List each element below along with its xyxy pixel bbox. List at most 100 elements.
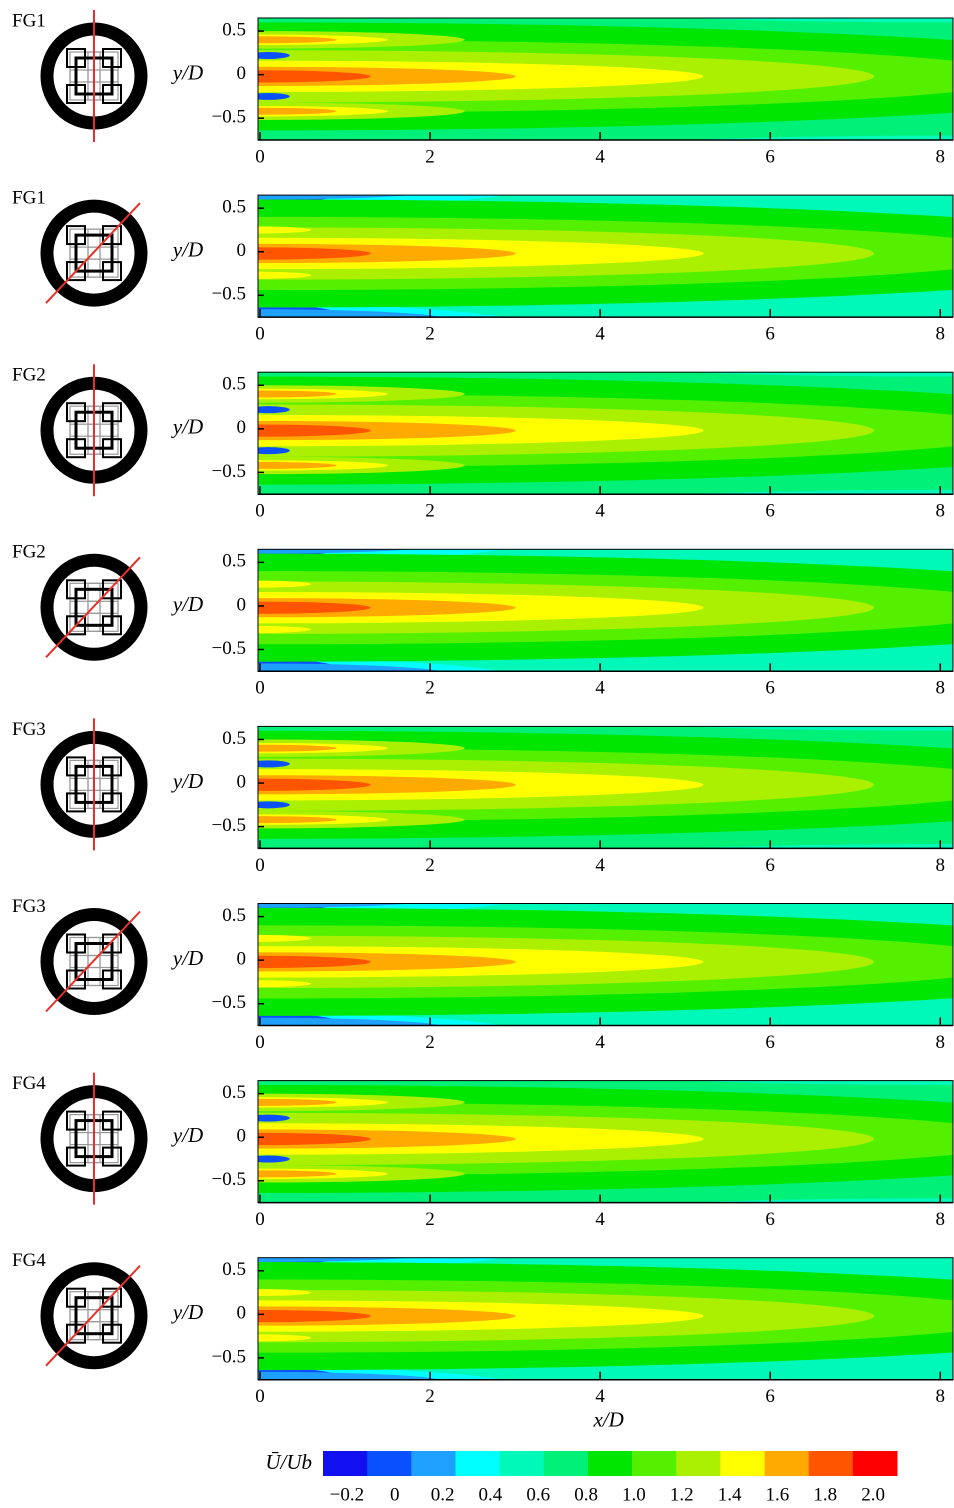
- x-tick-label: 2: [425, 146, 435, 167]
- grid-icon: [47, 10, 141, 142]
- contour-region: [183, 816, 336, 823]
- x-tick-label: 6: [765, 855, 775, 876]
- x-tick-label: 4: [595, 323, 605, 344]
- x-tick-label: 6: [765, 1032, 775, 1053]
- x-tick-label: 0: [255, 1209, 265, 1230]
- panel-label: FG1: [12, 187, 46, 208]
- contour-region: [209, 581, 311, 588]
- y-tick-label: 0: [237, 240, 247, 261]
- colorbar-tick-label: 1.4: [718, 1484, 742, 1505]
- contour-region: [183, 108, 336, 115]
- contour-region: [183, 391, 336, 398]
- y-tick-label: 0: [237, 1303, 247, 1324]
- contour-region: [247, 801, 290, 808]
- colorbar-swatch: [544, 1451, 589, 1476]
- colorbar-swatch: [676, 1451, 721, 1476]
- colorbar-tick-label: 1.0: [622, 1484, 646, 1505]
- contour-region: [183, 462, 336, 469]
- x-tick-label: 2: [425, 678, 435, 699]
- x-tick-label: 8: [935, 146, 945, 167]
- y-tick-label: 0.5: [222, 1082, 246, 1103]
- x-tick-label: 0: [255, 323, 265, 344]
- y-tick-label: 0: [237, 594, 247, 615]
- grid-icon: [46, 1266, 141, 1366]
- contour-region: [209, 1334, 311, 1341]
- panel-label: FG4: [12, 1250, 46, 1271]
- colorbar-tick-label: 0.2: [431, 1484, 455, 1505]
- panel-label: FG4: [12, 1073, 46, 1094]
- contour-region: [183, 1099, 336, 1106]
- contour-region: [72, 179, 447, 200]
- y-tick-label: −0.5: [212, 815, 246, 836]
- page: 024680.50−0.5y/DFG1024680.50−0.5y/DFG102…: [0, 0, 954, 1508]
- colorbar-swatch: [632, 1451, 677, 1476]
- colorbar-swatch: [500, 1451, 545, 1476]
- x-tick-label: 8: [935, 1209, 945, 1230]
- y-tick-label: 0: [237, 63, 247, 84]
- contour-region: [183, 36, 336, 43]
- colorbar-swatch: [853, 1451, 898, 1476]
- contour-region: [209, 626, 311, 633]
- y-tick-label: 0: [237, 949, 247, 970]
- x-tick-label: 2: [425, 323, 435, 344]
- contour-region: [209, 226, 311, 233]
- y-tick-label: −0.5: [212, 992, 246, 1013]
- y-tick-label: 0: [237, 417, 247, 438]
- colorbar-swatch: [720, 1451, 765, 1476]
- x-tick-label: 2: [425, 1386, 435, 1407]
- contour-region: [72, 887, 447, 908]
- contour-region: [247, 1115, 290, 1122]
- x-tick-label: 4: [595, 855, 605, 876]
- colorbar-tick-label: 0.6: [526, 1484, 550, 1505]
- y-tick-label: −0.5: [212, 1169, 246, 1190]
- x-tick-label: 2: [425, 855, 435, 876]
- y-axis-label: y/D: [171, 1123, 203, 1147]
- x-tick-label: 8: [935, 501, 945, 522]
- x-axis-label: x/D: [592, 1408, 623, 1432]
- colorbar-label: Ū/Ub: [265, 1450, 312, 1474]
- x-tick-label: 8: [935, 323, 945, 344]
- y-tick-label: −0.5: [212, 1346, 246, 1367]
- x-tick-label: 8: [935, 855, 945, 876]
- x-tick-label: 6: [765, 501, 775, 522]
- x-tick-label: 2: [425, 1032, 435, 1053]
- x-tick-label: 8: [935, 1386, 945, 1407]
- contour-region: [247, 447, 290, 454]
- contour-region: [183, 1170, 336, 1177]
- grid-icon: [46, 203, 141, 303]
- contour-region: [247, 93, 290, 100]
- x-tick-label: 6: [765, 323, 775, 344]
- colorbar-swatch: [588, 1451, 633, 1476]
- grid-icon: [46, 557, 141, 657]
- x-tick-label: 4: [595, 146, 605, 167]
- colorbar-tick-label: 0: [390, 1484, 400, 1505]
- y-tick-label: −0.5: [212, 107, 246, 128]
- contour-region: [247, 406, 290, 413]
- y-tick-label: 0: [237, 1126, 247, 1147]
- grid-icon: [47, 1073, 141, 1205]
- x-tick-label: 0: [255, 1386, 265, 1407]
- x-tick-label: 8: [935, 678, 945, 699]
- y-tick-label: 0.5: [222, 551, 246, 572]
- colorbar-swatch: [455, 1451, 500, 1476]
- contour-region: [72, 1241, 447, 1262]
- y-axis-label: y/D: [171, 592, 203, 616]
- colorbar-swatch: [765, 1451, 810, 1476]
- colorbar-tick-label: 1.8: [813, 1484, 837, 1505]
- contour-region: [209, 935, 311, 942]
- colorbar-tick-label: 0.8: [574, 1484, 598, 1505]
- x-tick-label: 8: [935, 1032, 945, 1053]
- x-tick-label: 6: [765, 1209, 775, 1230]
- x-tick-label: 6: [765, 678, 775, 699]
- y-tick-label: −0.5: [212, 461, 246, 482]
- colorbar-swatch: [323, 1451, 368, 1476]
- x-tick-label: 4: [595, 678, 605, 699]
- y-tick-label: 0.5: [222, 1259, 246, 1280]
- x-tick-label: 0: [255, 146, 265, 167]
- x-tick-label: 6: [765, 146, 775, 167]
- y-tick-label: −0.5: [212, 638, 246, 659]
- contour-region: [72, 533, 447, 554]
- contour-region: [209, 272, 311, 279]
- x-tick-label: 0: [255, 678, 265, 699]
- contour-region: [247, 760, 290, 767]
